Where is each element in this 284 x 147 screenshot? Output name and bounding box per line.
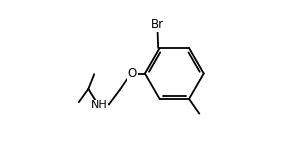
Text: NH: NH bbox=[91, 100, 108, 110]
Text: Br: Br bbox=[151, 18, 164, 31]
Text: O: O bbox=[128, 67, 137, 80]
